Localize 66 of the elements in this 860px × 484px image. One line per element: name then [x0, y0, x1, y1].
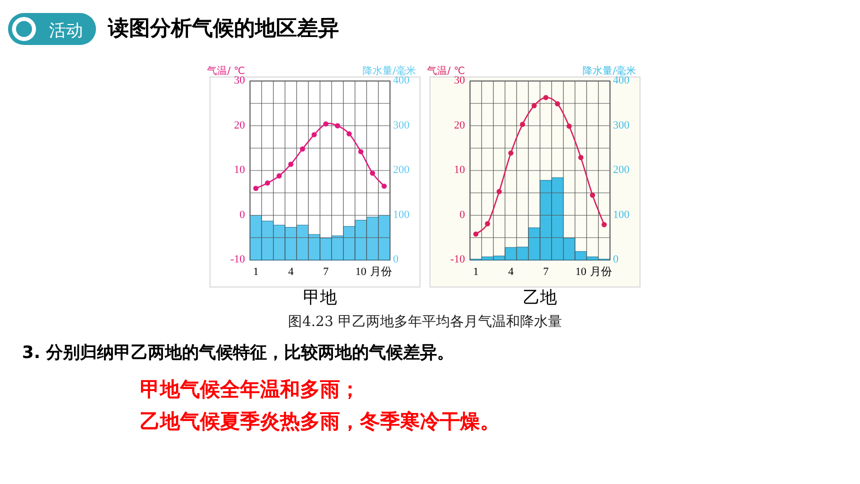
- x-tick-label: 4: [508, 266, 514, 278]
- point: [334, 123, 340, 128]
- text: 活动: [49, 21, 83, 41]
- y-tick-label: 10: [454, 164, 466, 176]
- point: [602, 222, 607, 228]
- x-tick-label: 10: [575, 266, 587, 278]
- y-tick-label: 0: [240, 208, 246, 221]
- y-tick-label: 10: [234, 164, 246, 176]
- point: [346, 131, 352, 136]
- y-tick-label: 20: [454, 119, 466, 132]
- y2-tick-label: 200: [613, 164, 630, 176]
- y2-axis-title: 降水量/毫米: [582, 65, 636, 77]
- y2-tick-label: 0: [393, 254, 399, 266]
- point: [543, 94, 548, 100]
- y2-tick-label: 100: [613, 208, 630, 221]
- x-tick-label: 1: [473, 266, 479, 278]
- x-tick-label: 7: [323, 266, 330, 278]
- text: 甲地气候全年温和多雨；: [140, 377, 360, 401]
- text: 乙地: [523, 288, 557, 308]
- x-tick-label: 4: [288, 266, 294, 278]
- x-axis-title: 月份: [590, 265, 612, 278]
- x-axis-title: 月份: [370, 265, 392, 278]
- y2-tick-label: 300: [613, 119, 630, 132]
- point: [554, 101, 560, 106]
- y-tick-label: -10: [450, 254, 466, 266]
- point: [382, 184, 387, 189]
- text: 读图分析气候的地区差异: [107, 16, 339, 40]
- point: [288, 162, 294, 167]
- point: [578, 154, 584, 160]
- y-tick-label: 20: [234, 119, 246, 132]
- point: [590, 192, 596, 198]
- point: [484, 221, 490, 226]
- y-tick-label: -10: [230, 254, 246, 266]
- y-axis-title: 气温/ ℃: [207, 65, 245, 77]
- point: [566, 124, 572, 129]
- point: [520, 122, 526, 128]
- y-tick-label: 0: [460, 208, 466, 221]
- point: [508, 150, 514, 156]
- point: [370, 170, 376, 176]
- caption: 图4.23 甲乙两地多年平均各月气温和降水量: [288, 314, 562, 330]
- point: [253, 186, 258, 191]
- point: [276, 173, 282, 178]
- point: [264, 180, 270, 186]
- y2-tick-label: 200: [393, 164, 410, 176]
- point: [473, 231, 478, 237]
- text: 甲地: [303, 288, 337, 308]
- point: [532, 103, 537, 108]
- y2-axis-title: 降水量/毫米: [362, 65, 416, 77]
- x-tick-label: 1: [253, 266, 259, 278]
- y2-tick-label: 400: [613, 74, 630, 87]
- x-tick-label: 10: [355, 266, 367, 278]
- y-tick-label: 30: [454, 74, 466, 87]
- point: [496, 188, 502, 194]
- point: [312, 132, 317, 138]
- y-axis-title: 气温/ ℃: [427, 65, 465, 77]
- y2-tick-label: 100: [393, 208, 410, 221]
- y2-tick-label: 300: [393, 119, 410, 132]
- text: 乙地气候夏季炎热多雨，冬季寒冷干燥。: [140, 409, 500, 433]
- x-tick-label: 7: [543, 266, 550, 278]
- y2-tick-label: 0: [613, 254, 619, 266]
- text: 3. 分别归纳甲乙两地的气候特征，比较两地的气候差异。: [22, 343, 454, 363]
- point: [358, 149, 364, 154]
- y-tick-label: 30: [234, 74, 246, 87]
- point: [323, 121, 328, 127]
- y2-tick-label: 400: [393, 74, 410, 87]
- point: [300, 146, 306, 152]
